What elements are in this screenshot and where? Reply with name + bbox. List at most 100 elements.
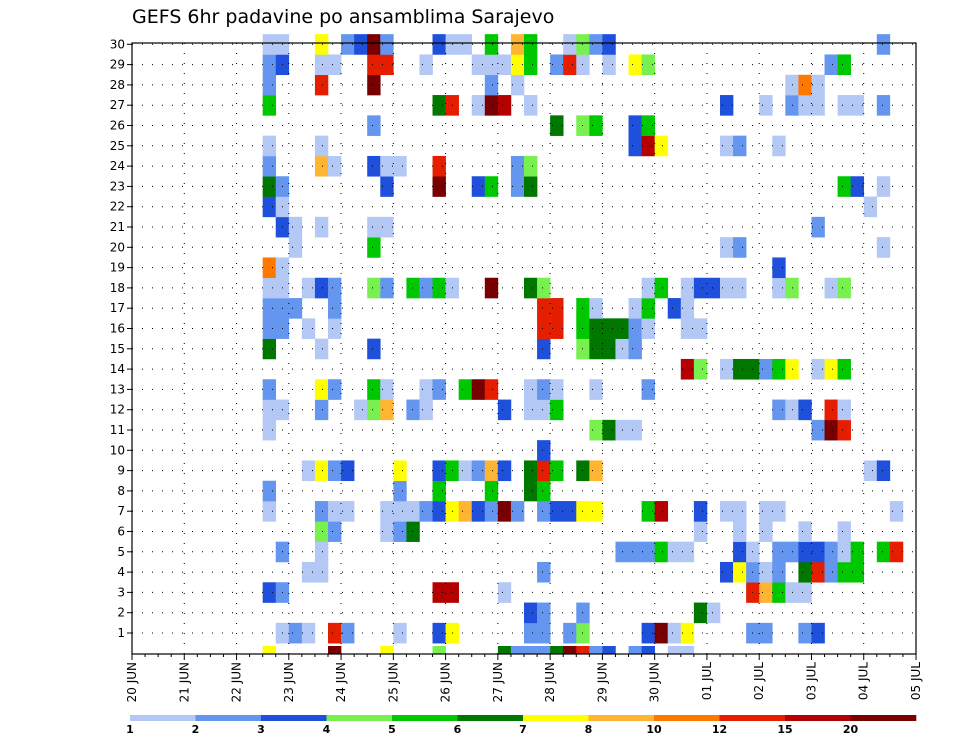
y-tick-label: 8 <box>117 484 125 498</box>
heatmap-cell <box>641 379 655 400</box>
heatmap-cell <box>693 521 708 542</box>
heatmap-cell <box>837 399 851 421</box>
heatmap-cell <box>772 358 786 380</box>
heatmap-cell <box>510 54 525 76</box>
legend-label: 2 <box>192 723 200 736</box>
heatmap-cell <box>772 257 786 279</box>
heatmap-cell <box>641 622 655 644</box>
heatmap-cell <box>471 176 486 197</box>
heatmap-cell <box>563 34 577 55</box>
heatmap-cell <box>693 318 708 339</box>
heatmap-cell <box>589 318 603 339</box>
heatmap-cell <box>641 501 655 522</box>
x-tick-label: 29 JUN <box>595 662 609 702</box>
legend-swatch <box>326 715 393 721</box>
heatmap-cell <box>262 196 277 218</box>
heatmap-cell <box>314 338 329 360</box>
heatmap-cell <box>406 521 420 542</box>
y-tick-label: 22 <box>110 200 125 214</box>
legend-label: 4 <box>323 723 331 736</box>
heatmap-cell <box>484 54 499 76</box>
heatmap-cell <box>380 399 394 421</box>
heatmap-cell <box>589 460 603 482</box>
heatmap-cell <box>602 318 616 339</box>
y-tick-label: 6 <box>117 525 125 539</box>
x-tick-label: 27 JUN <box>491 662 505 702</box>
heatmap-cell <box>733 541 747 563</box>
heatmap-cell <box>537 379 551 400</box>
heatmap-cell <box>641 298 655 319</box>
legend: 1 2 3 4 5 6 7 8 10 12 15 20 <box>126 715 917 736</box>
legend-label: 7 <box>519 723 527 736</box>
heatmap-cell <box>759 501 773 522</box>
heatmap-cell <box>458 379 473 400</box>
heatmap-cell <box>510 501 525 522</box>
heatmap-cell <box>314 277 329 299</box>
legend-swatch <box>588 715 655 721</box>
heatmap-cell <box>367 338 381 360</box>
heatmap-cell <box>497 460 512 482</box>
chart-title: GEFS 6hr padavine po ansamblima Sarajevo <box>132 6 555 28</box>
x-tick-label: 21 JUN <box>177 662 191 702</box>
heatmap-cell <box>393 521 407 542</box>
heatmap-cell <box>876 95 891 116</box>
x-tick-label: 05 JUL <box>909 662 923 700</box>
heatmap-cell <box>262 95 277 116</box>
heatmap-cell <box>393 501 407 522</box>
heatmap-cell <box>876 541 891 563</box>
heatmap-cell <box>811 358 825 380</box>
heatmap-cell <box>798 541 812 563</box>
y-tick-label: 15 <box>110 342 125 356</box>
heatmap-cell <box>654 277 669 299</box>
heatmap-cell <box>510 176 525 197</box>
heatmap-cell <box>301 460 316 482</box>
heatmap-cell <box>537 561 551 583</box>
heatmap-cell <box>772 501 786 522</box>
heatmap-cell <box>589 501 603 522</box>
heatmap-cell <box>288 216 303 238</box>
heatmap-cell <box>367 379 381 400</box>
heatmap-cell <box>811 561 825 583</box>
heatmap-cell <box>863 460 878 482</box>
legend-swatch <box>785 715 851 721</box>
heatmap-cell <box>850 176 865 197</box>
heatmap-cell <box>733 501 747 522</box>
heatmap-cell <box>889 501 904 522</box>
heatmap-cell <box>341 460 355 482</box>
x-tick-label: 23 JUN <box>282 662 296 702</box>
heatmap-cell <box>484 480 499 502</box>
heatmap-cell <box>380 155 394 177</box>
heatmap-cell <box>772 541 786 563</box>
heatmap-cell <box>314 54 329 76</box>
heatmap-cell <box>863 196 878 218</box>
heatmap-cell <box>641 115 655 136</box>
heatmap-cell <box>432 622 446 644</box>
heatmap-cell <box>589 379 603 400</box>
heatmap-cell <box>667 298 682 319</box>
heatmap-cell <box>262 338 277 360</box>
heatmap-cell <box>262 646 277 654</box>
heatmap-cell <box>563 54 577 76</box>
heatmap-cell <box>824 399 838 421</box>
legend-swatch <box>457 715 524 721</box>
heatmap-cell <box>484 95 499 116</box>
heatmap-cell <box>262 54 277 76</box>
heatmap-cell <box>328 379 342 400</box>
heatmap-cell <box>301 318 316 339</box>
heatmap-cell <box>524 480 538 502</box>
heatmap-cell <box>380 521 394 542</box>
heatmap-cell <box>759 95 773 116</box>
legend-swatch <box>719 715 786 721</box>
heatmap-cell <box>314 379 329 400</box>
heatmap-cell <box>798 622 812 644</box>
y-tick-label: 2 <box>117 606 125 620</box>
heatmap-cell <box>550 115 564 136</box>
heatmap-cell <box>367 399 381 421</box>
heatmap-cell <box>550 54 564 76</box>
heatmap-cell <box>733 561 747 583</box>
heatmap-cell <box>328 298 342 319</box>
heatmap-cell <box>733 521 747 542</box>
heatmap-cell <box>262 257 277 279</box>
heatmap-cell <box>889 541 904 563</box>
